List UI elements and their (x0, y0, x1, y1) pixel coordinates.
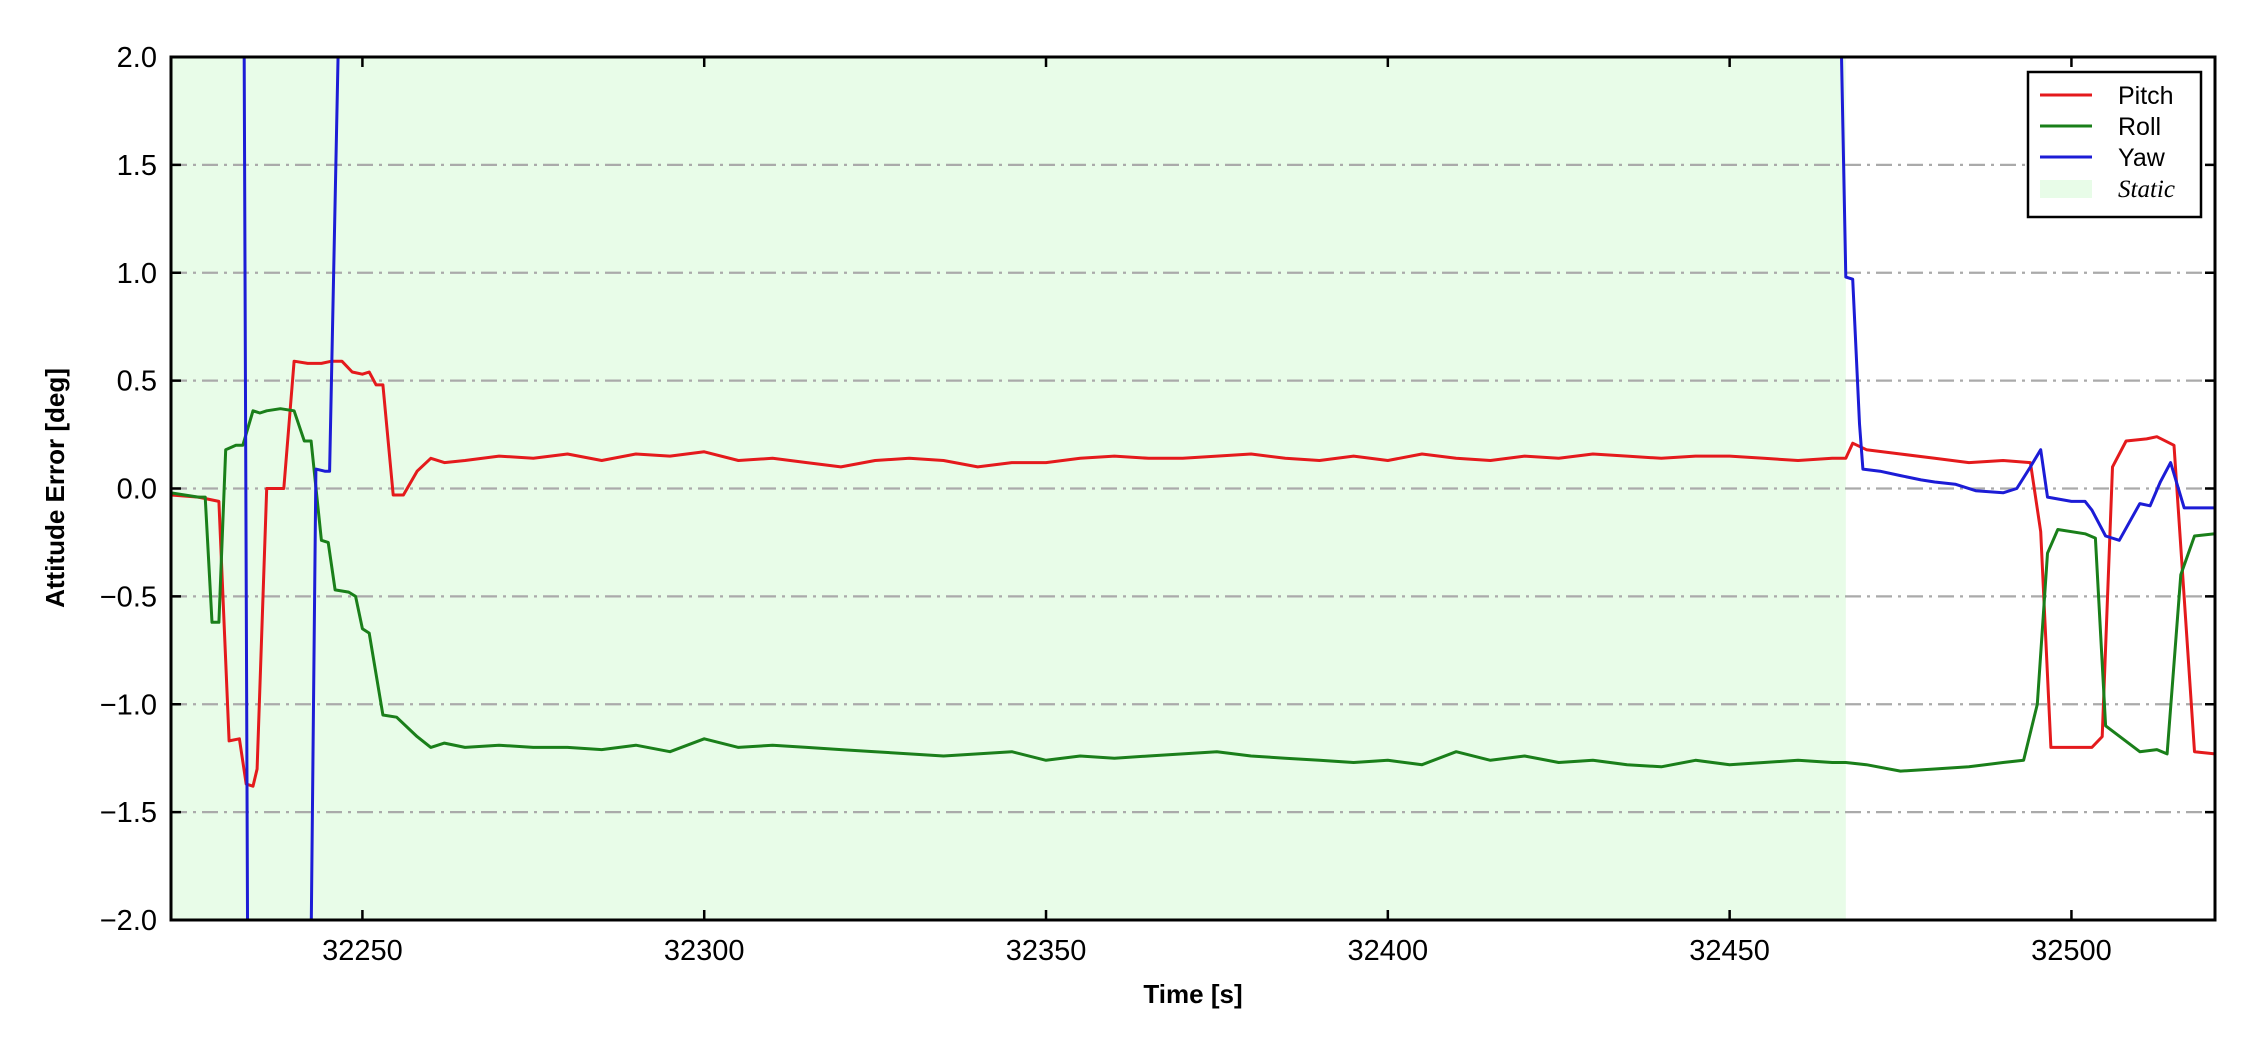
legend-label-pitch: Pitch (2118, 82, 2174, 110)
y-tick-label: −1.0 (100, 689, 157, 721)
y-tick-label: 0.5 (117, 366, 157, 398)
legend-label-static: Static (2118, 176, 2175, 203)
series-layer (171, 57, 2215, 920)
x-axis-title: Time [s] (1143, 979, 1242, 1009)
x-tick-label: 32250 (322, 935, 403, 967)
series-line-pitch (171, 359, 2215, 788)
x-tick-label: 32350 (1006, 935, 1087, 967)
legend: Pitch Roll Yaw Static (2026, 70, 2203, 219)
x-tick-label: 32500 (2031, 935, 2112, 967)
y-tick-label: −0.5 (100, 581, 157, 613)
y-tick-label: 1.0 (117, 258, 157, 290)
y-tick-label: 2.0 (117, 42, 157, 74)
y-axis-title: Attitude Error [deg] (40, 368, 70, 608)
legend-label-roll: Roll (2118, 113, 2161, 141)
series-line-yaw (242, 57, 2215, 920)
x-tick-label: 32300 (664, 935, 745, 967)
legend-swatch-static (2040, 180, 2092, 198)
y-tick-label: 1.5 (117, 150, 157, 182)
x-tick-label: 32400 (1348, 935, 1429, 967)
y-tick-label: 0.0 (117, 474, 157, 506)
ticks-layer: 32250 32300 32350 32400 32450 32500 −2.0 −1.5 −1… (100, 42, 2215, 967)
y-tick-label: −2.0 (100, 905, 157, 937)
y-tick-label: −1.5 (100, 797, 157, 829)
legend-label-yaw: Yaw (2118, 144, 2166, 172)
x-tick-label: 32450 (1689, 935, 1770, 967)
